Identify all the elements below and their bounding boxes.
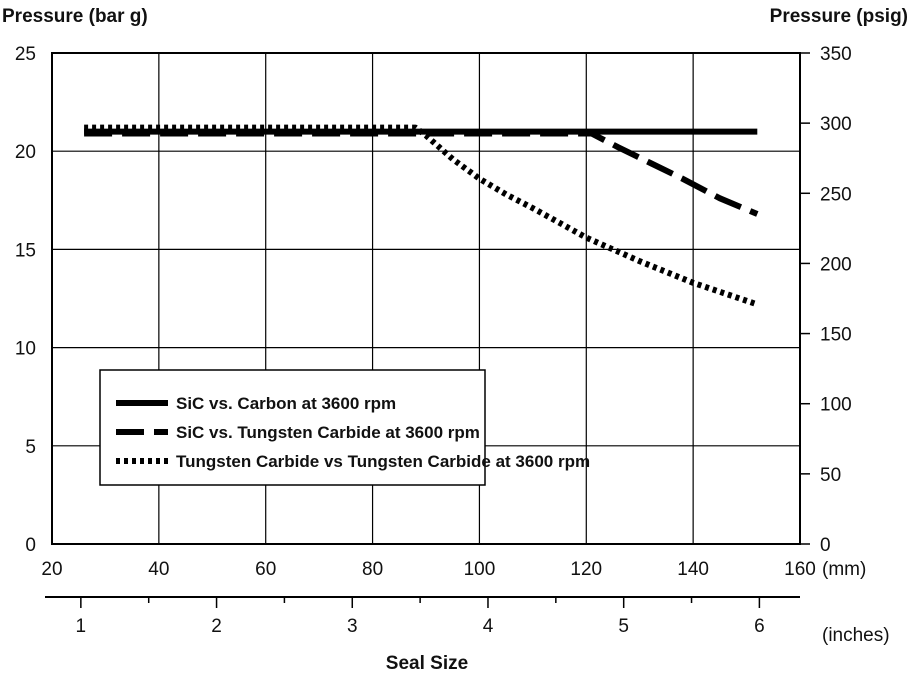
y-right-tick-label: 150 (820, 325, 852, 346)
x-inches-tick-label: 1 (76, 616, 87, 637)
y-left-tick-label: 5 (25, 437, 36, 458)
legend: SiC vs. Carbon at 3600 rpm SiC vs. Tungst… (99, 369, 590, 486)
x-inches-tick-label: 3 (347, 616, 358, 637)
x-inches-tick-label: 5 (618, 616, 629, 637)
y-left-tick-label: 20 (15, 142, 36, 163)
x-inches-tick-label: 6 (754, 616, 765, 637)
y-axis-right-title: Pressure (psig) (770, 6, 908, 27)
series-line-2 (84, 130, 759, 217)
series-line-3 (84, 124, 759, 308)
x-mm-tick-label: 120 (570, 559, 602, 580)
y-right-tick-label: 100 (820, 395, 852, 416)
y-right-tick-label: 300 (820, 114, 852, 135)
legend-label-2: SiC vs. Tungsten Carbide at 3600 rpm (176, 423, 480, 442)
y-axis-left: 0 5 10 15 20 25 (15, 44, 36, 556)
legend-label-1: SiC vs. Carbon at 3600 rpm (176, 394, 396, 413)
y-left-tick-label: 10 (15, 339, 36, 360)
legend-label-3: Tungsten Carbide vs Tungsten Carbide at … (176, 452, 590, 471)
x-inches-tick-label: 4 (483, 616, 494, 637)
x-mm-tick-label: 160 (784, 559, 816, 580)
x-mm-tick-label: 40 (148, 559, 169, 580)
legend-box (99, 369, 486, 486)
x-mm-tick-label: 20 (41, 559, 62, 580)
x-mm-tick-label: 60 (255, 559, 276, 580)
y-right-tick-label: 50 (820, 465, 841, 486)
x-axis-inches-unit-label: (inches) (822, 625, 890, 646)
y-axis-right: 0 50 100 150 200 250 300 350 (800, 44, 852, 556)
plot-frame (51, 52, 801, 545)
y-right-tick-label: 250 (820, 184, 852, 205)
y-axis-left-title: Pressure (bar g) (2, 6, 148, 27)
x-mm-tick-label: 100 (464, 559, 496, 580)
x-axis-mm: 20 40 60 80 100 120 140 160 (41, 559, 815, 580)
y-left-tick-label: 0 (25, 535, 36, 556)
x-mm-tick-label: 80 (362, 559, 383, 580)
x-axis-inches: 1 2 3 4 5 6 (45, 596, 800, 637)
x-axis-title: Seal Size (386, 653, 468, 673)
y-left-tick-label: 15 (15, 240, 36, 261)
x-mm-tick-label: 140 (677, 559, 709, 580)
x-axis-mm-unit-label: (mm) (822, 559, 866, 580)
x-inches-tick-label: 2 (211, 616, 222, 637)
y-right-tick-label: 0 (820, 535, 831, 556)
series-layer (84, 124, 759, 308)
y-right-tick-label: 200 (820, 254, 852, 275)
y-right-tick-label: 350 (820, 44, 852, 65)
y-left-tick-label: 25 (15, 44, 36, 65)
